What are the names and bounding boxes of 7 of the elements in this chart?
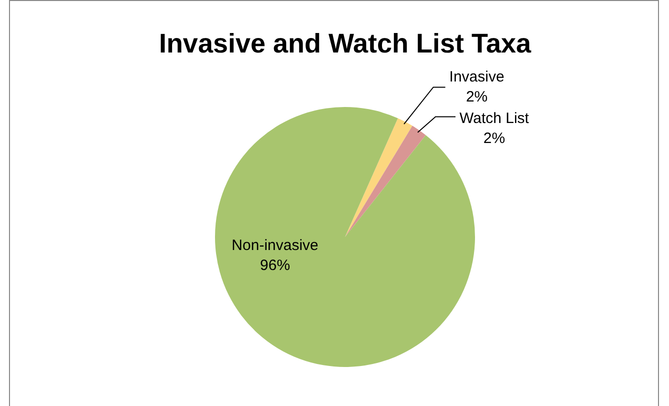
- slice-label: Invasive: [449, 68, 504, 86]
- slice-label: Watch List: [460, 110, 530, 127]
- chart-title: Invasive and Watch List Taxa: [158, 28, 532, 58]
- data-label: 96%: [260, 257, 290, 274]
- slice-label: Non-invasive: [232, 237, 318, 254]
- data-label: 2%: [466, 88, 488, 106]
- data-label: 2%: [483, 130, 506, 147]
